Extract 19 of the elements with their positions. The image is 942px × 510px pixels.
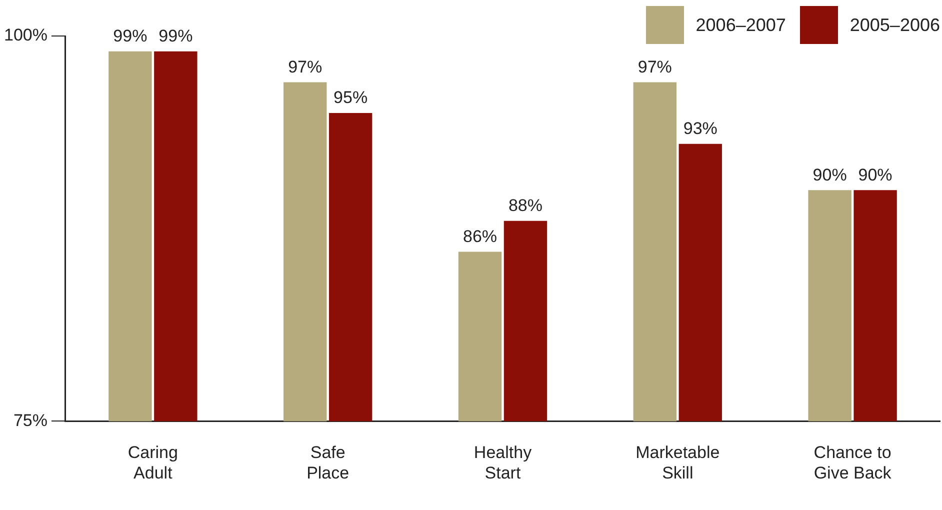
x-tick-label: Chance to Give Back (814, 443, 892, 482)
x-tick-label: Caring Adult (128, 443, 178, 482)
data-label: 88% (508, 196, 542, 216)
data-label: 97% (638, 57, 672, 76)
legend-label: 2005–2006 (850, 14, 940, 36)
y-tick-label: 75% (13, 410, 48, 430)
data-label: 90% (858, 165, 892, 184)
data-label: 86% (462, 226, 498, 246)
x-tick-label: Healthy Start (474, 443, 532, 482)
data-label: 93% (683, 119, 718, 138)
data-label: 99% (113, 26, 148, 46)
x-tick-label: Safe Place (306, 443, 350, 482)
data-label: 97% (288, 57, 322, 76)
x-tick-label: Marketable Skill (636, 443, 720, 482)
y-tick-label: 100% (4, 26, 48, 45)
data-label: 90% (812, 165, 847, 184)
legend-label: 2006–2007 (696, 14, 786, 36)
data-label: 99% (158, 26, 193, 46)
data-label: 95% (334, 88, 368, 108)
